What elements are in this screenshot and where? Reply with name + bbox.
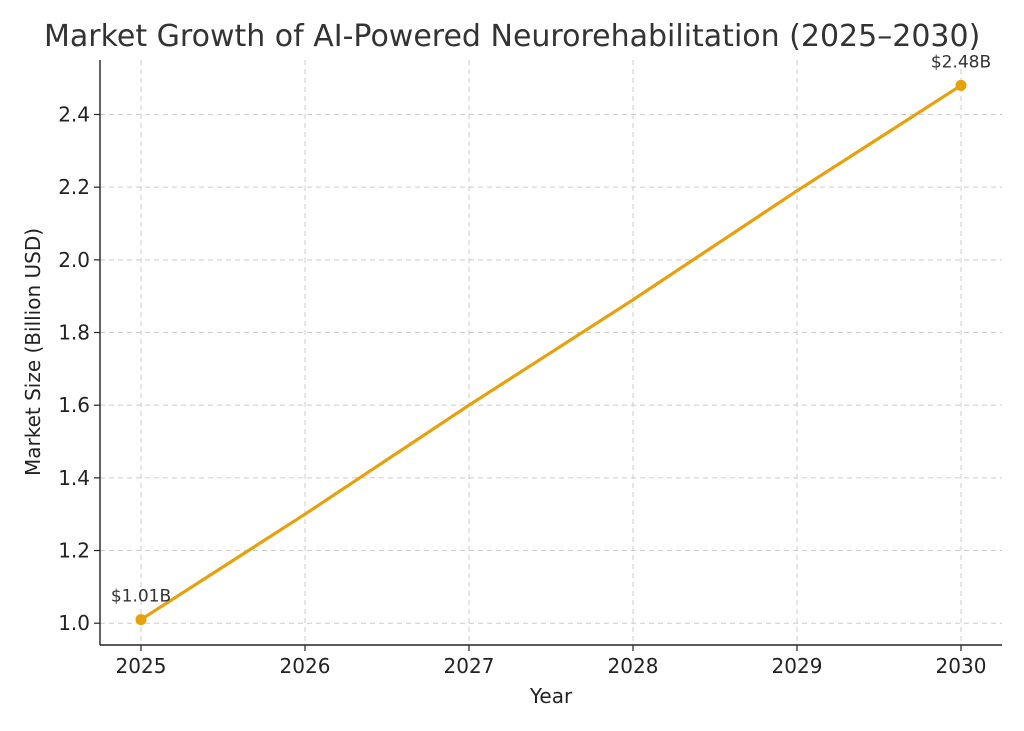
x-tick-label: 2028 xyxy=(608,654,659,678)
y-tick-label: 1.2 xyxy=(58,539,90,563)
y-tick-label: 2.2 xyxy=(58,175,90,199)
chart-title: Market Growth of AI-Powered Neurorehabil… xyxy=(44,19,980,54)
x-axis-label: Year xyxy=(529,684,573,708)
data-point xyxy=(956,80,967,91)
data-labels: $1.01B $2.48B xyxy=(111,52,991,606)
x-tick-label: 2029 xyxy=(772,654,823,678)
x-tick-label: 2027 xyxy=(444,654,495,678)
y-tick-label: 1.6 xyxy=(58,393,90,417)
y-tick-label: 2.4 xyxy=(58,103,90,127)
x-tick-labels: 2025 2026 2027 2028 2029 2030 xyxy=(116,654,987,678)
data-point xyxy=(136,614,147,625)
y-tick-labels: 1.0 1.2 1.4 1.6 1.8 2.0 2.2 2.4 xyxy=(58,103,90,636)
series xyxy=(141,85,961,619)
y-tick-label: 2.0 xyxy=(58,248,90,272)
series-line xyxy=(141,85,961,619)
data-label: $1.01B xyxy=(111,587,171,607)
y-tick-label: 1.4 xyxy=(58,466,90,490)
y-tick-label: 1.8 xyxy=(58,321,90,345)
y-tick-label: 1.0 xyxy=(58,611,90,635)
data-label: $2.48B xyxy=(931,52,991,72)
x-tick-label: 2030 xyxy=(936,654,987,678)
x-tick-label: 2025 xyxy=(116,654,167,678)
y-axis-label: Market Size (Billion USD) xyxy=(21,228,45,476)
x-tick-label: 2026 xyxy=(280,654,331,678)
